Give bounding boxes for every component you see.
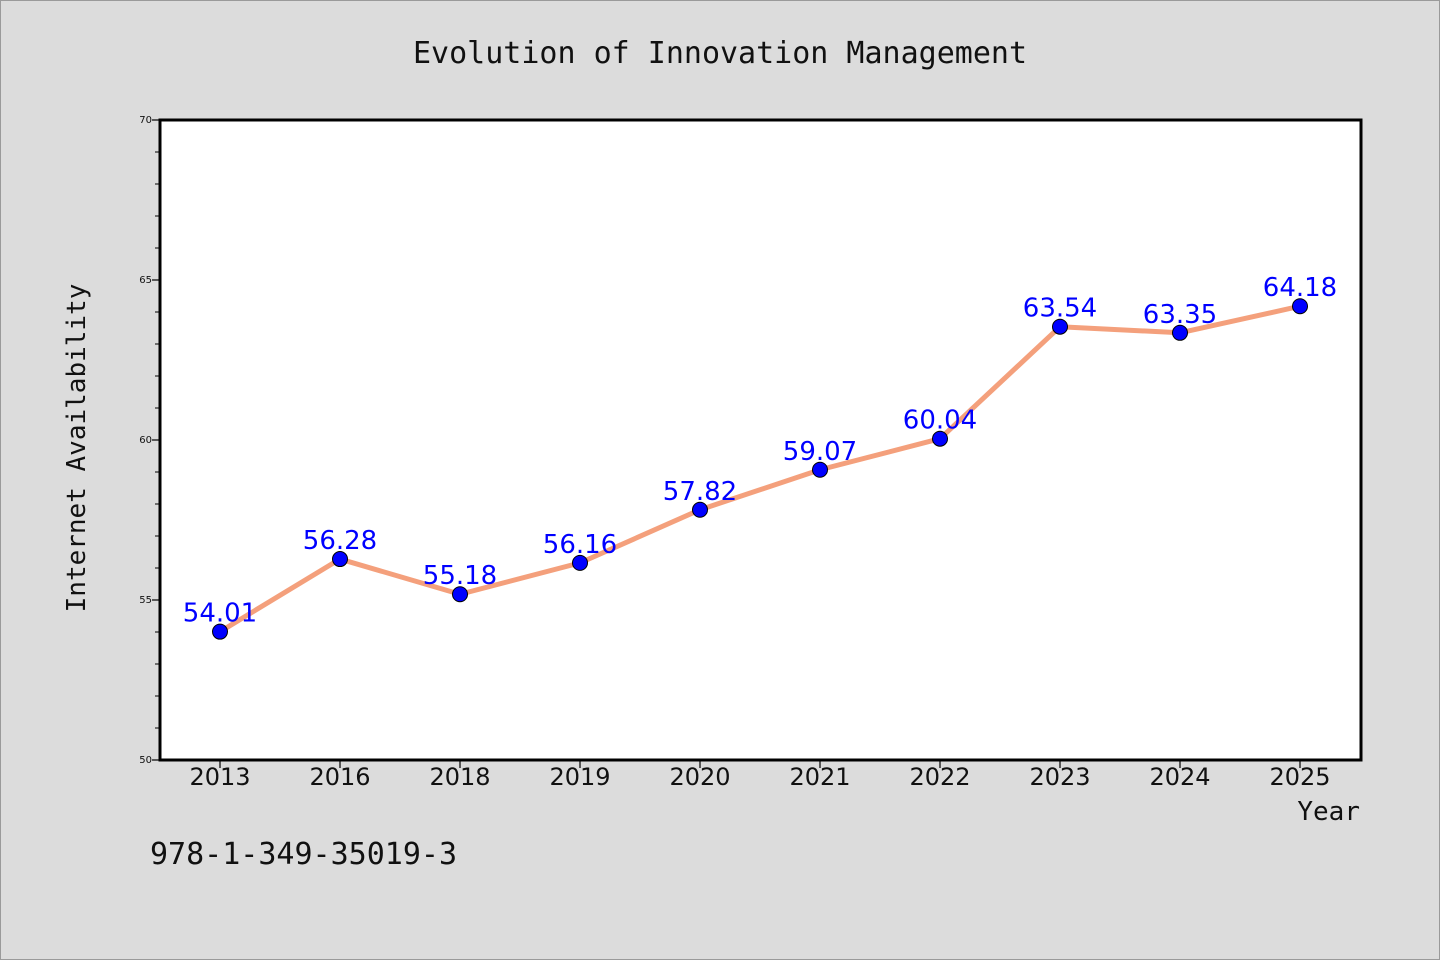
x-tick-label: 2018 bbox=[429, 763, 490, 791]
data-point bbox=[452, 586, 468, 603]
data-label: 57.82 bbox=[663, 477, 737, 507]
data-label: 59.07 bbox=[783, 437, 857, 467]
x-axis-label: Year bbox=[1297, 797, 1360, 827]
data-label: 60.04 bbox=[903, 406, 977, 436]
x-tick-label: 2020 bbox=[669, 763, 730, 791]
y-axis: 50 55 60 65 70 bbox=[139, 115, 160, 766]
data-label: 54.01 bbox=[183, 599, 257, 629]
data-point bbox=[572, 554, 588, 571]
series-line bbox=[217, 303, 1303, 635]
data-point bbox=[1292, 298, 1308, 315]
footer-isbn: 978-1-349-35019-3 bbox=[150, 837, 457, 872]
data-label: 63.35 bbox=[1143, 300, 1217, 330]
x-tick-label: 2013 bbox=[189, 763, 250, 791]
data-point bbox=[1052, 318, 1068, 335]
data-label: 64.18 bbox=[1263, 273, 1337, 303]
series: 54.01 56.28 55.18 56.16 57.82 59.07 60.04 63.54… bbox=[183, 273, 1337, 640]
y-tick-label: 70 bbox=[139, 115, 152, 126]
data-point bbox=[1172, 324, 1188, 341]
y-tick-label: 65 bbox=[139, 275, 152, 286]
y-axis-label: Internet Availability bbox=[62, 284, 92, 613]
data-point bbox=[932, 430, 948, 447]
chart-title: Evolution of Innovation Management bbox=[413, 36, 1027, 71]
x-axis: 2013 2016 2018 2019 2020 2021 2022 2023 2024 2025 bbox=[189, 760, 1331, 791]
data-label: 63.54 bbox=[1023, 294, 1097, 324]
x-tick-label: 2022 bbox=[909, 763, 970, 791]
x-tick-label: 2021 bbox=[789, 763, 850, 791]
data-point bbox=[332, 551, 348, 568]
data-label: 56.16 bbox=[543, 530, 617, 560]
y-tick-label: 60 bbox=[139, 435, 152, 446]
x-tick-label: 2024 bbox=[1149, 763, 1210, 791]
y-tick-label: 50 bbox=[139, 755, 152, 766]
data-label: 56.28 bbox=[303, 526, 377, 556]
x-tick-label: 2016 bbox=[309, 763, 370, 791]
data-point bbox=[692, 501, 708, 518]
data-label: 55.18 bbox=[423, 561, 497, 591]
data-point bbox=[212, 623, 228, 640]
data-point bbox=[812, 461, 828, 478]
plot-area bbox=[158, 118, 1363, 762]
x-tick-label: 2025 bbox=[1269, 763, 1330, 791]
x-tick-label: 2019 bbox=[549, 763, 610, 791]
y-tick-label: 55 bbox=[139, 595, 152, 606]
x-tick-label: 2023 bbox=[1029, 763, 1090, 791]
